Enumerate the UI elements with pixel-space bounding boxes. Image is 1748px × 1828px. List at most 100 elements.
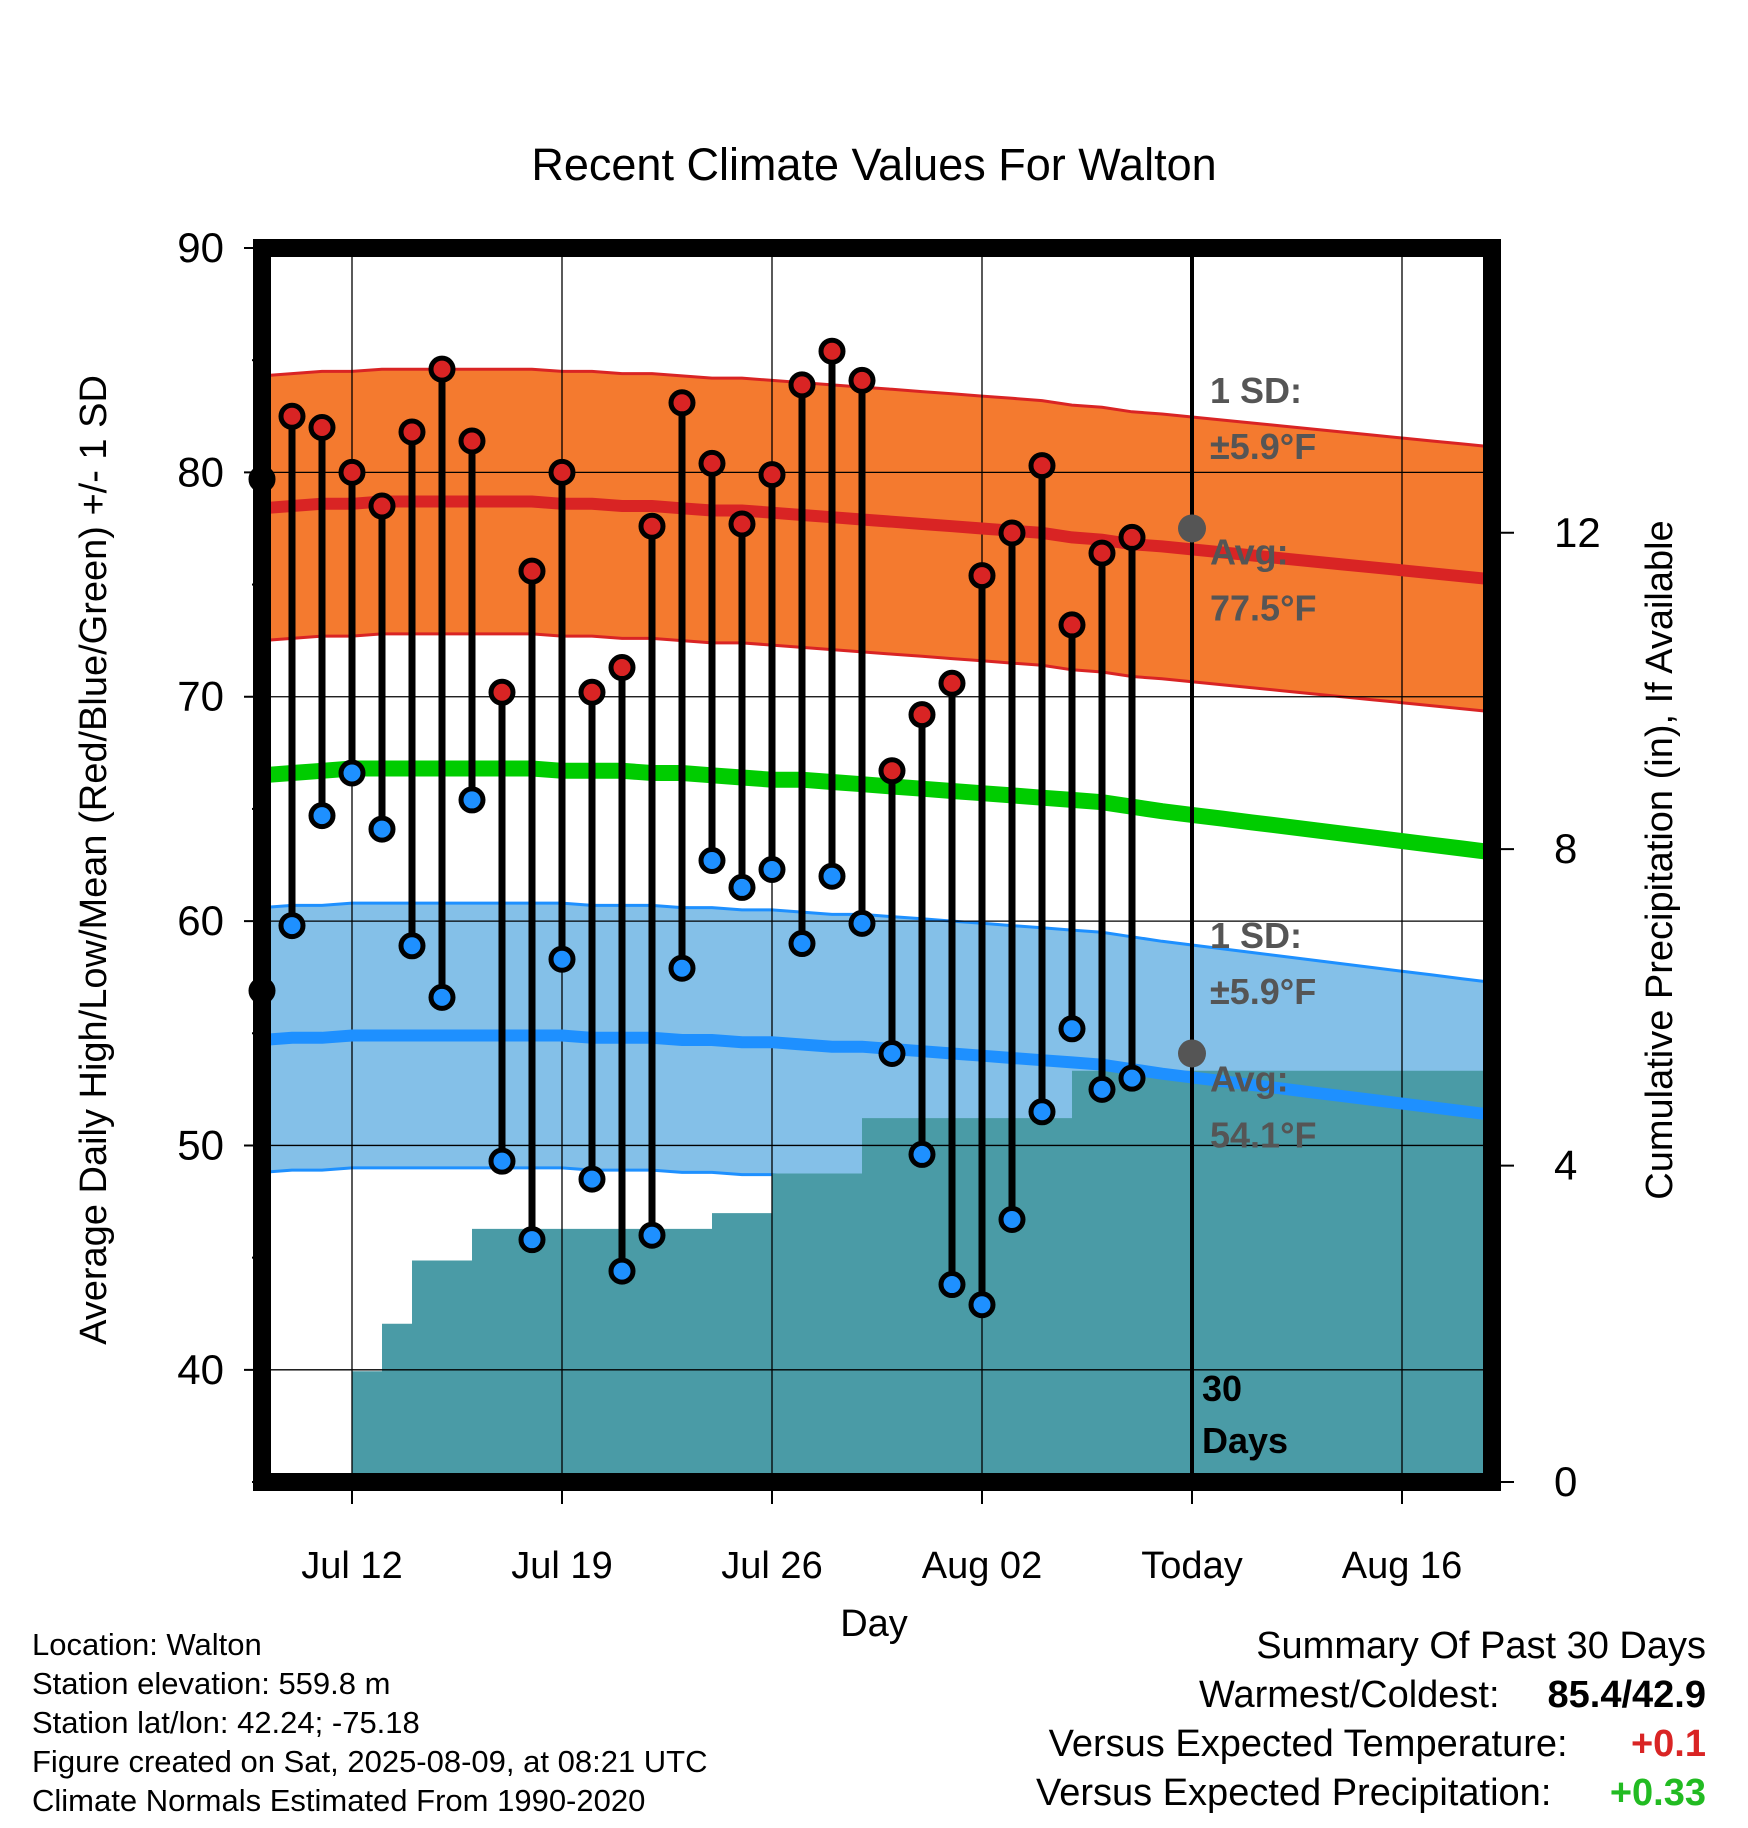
high-sd-label: 1 SD: [1210, 370, 1302, 411]
daily-low-point [1118, 1064, 1146, 1092]
daily-low-point [368, 815, 396, 843]
daily-low-point [758, 855, 786, 883]
daily-high-point [1088, 539, 1116, 567]
x-tick-label: Jul 19 [511, 1545, 612, 1587]
x-tick-label: Jul 26 [721, 1545, 822, 1587]
warmest-value: 85.4/42.9 [1547, 1674, 1706, 1716]
daily-high-point [1118, 523, 1146, 551]
normal-mean-line [261, 760, 1494, 861]
daily-high-point [728, 510, 756, 538]
daily-high-point [578, 678, 606, 706]
daily-high-point [608, 654, 636, 682]
low-sd-value: ±5.9°F [1210, 971, 1316, 1012]
daily-high-point [758, 461, 786, 489]
summary-title: Summary Of Past 30 Days [1256, 1625, 1706, 1667]
normal-high-line [261, 495, 1493, 586]
daily-high-point [278, 402, 306, 430]
daily-high-point [368, 492, 396, 520]
daily-low-point [1028, 1098, 1056, 1126]
daily-low-point [1058, 1015, 1086, 1043]
daily-high-point [488, 678, 516, 706]
x-tick-label: Aug 02 [922, 1545, 1042, 1587]
normal-low-band-upper-edge [261, 901, 1493, 984]
daily-high-point [968, 562, 996, 590]
precip-anomaly-value: +0.33 [1609, 1772, 1706, 1814]
station-info: Location: Walton Station elevation: 559.… [32, 1625, 708, 1820]
x-tick-label: Aug 16 [1342, 1545, 1462, 1587]
y-tick-label: 90 [177, 224, 224, 271]
elevation-text: Station elevation: 559.8 m [32, 1666, 391, 1701]
daily-low-point [428, 983, 456, 1011]
low-avg-value: 54.1°F [1210, 1115, 1316, 1156]
plot-frame [253, 239, 1501, 1491]
daily-low-point [1088, 1075, 1116, 1103]
daily-low-point [638, 1221, 666, 1249]
high-avg-label: Avg: [1210, 531, 1289, 572]
days-count-label: 30 [1202, 1368, 1242, 1409]
normal-low-line [261, 1029, 1493, 1121]
daily-low-point [878, 1039, 906, 1067]
today-high-normal-marker [1178, 514, 1206, 543]
temp-anomaly-value: +0.1 [1630, 1723, 1706, 1765]
today-low-normal-marker [1178, 1039, 1206, 1068]
daily-low-point [398, 932, 426, 960]
daily-high-point [818, 337, 846, 365]
days-word-label: Days [1202, 1420, 1288, 1461]
daily-high-point [428, 355, 456, 383]
daily-high-point [548, 458, 576, 486]
y2-tick-label: 8 [1554, 825, 1577, 872]
y-tick-label: 50 [177, 1121, 224, 1168]
daily-low-point [608, 1257, 636, 1285]
x-tick-label: Jul 12 [301, 1545, 402, 1587]
daily-low-point [698, 847, 726, 875]
daily-low-point [668, 954, 696, 982]
x-tick-label: Today [1141, 1545, 1242, 1587]
daily-low-point [338, 759, 366, 787]
created-text: Figure created on Sat, 2025-08-09, at 08… [32, 1744, 708, 1779]
x-axis-label: Day [840, 1603, 908, 1645]
latlon-text: Station lat/lon: 42.24; -75.18 [32, 1705, 420, 1740]
y2-tick-label: 12 [1554, 509, 1601, 556]
daily-high-point [338, 458, 366, 486]
daily-high-point [1028, 452, 1056, 480]
y-axis-label: Average Daily High/Low/Mean (Red/Blue/Gr… [73, 375, 115, 1345]
daily-high-point [518, 557, 546, 585]
daily-high-point [698, 449, 726, 477]
warmest-label: Warmest/Coldest: [1198, 1674, 1500, 1716]
daily-low-point [998, 1205, 1026, 1233]
daily-high-point [1058, 611, 1086, 639]
daily-low-point [518, 1226, 546, 1254]
daily-high-point [458, 427, 486, 455]
temp-anomaly-label: Versus Expected Temperature: [1048, 1723, 1568, 1765]
y-tick-label: 60 [177, 897, 224, 944]
daily-low-point [848, 909, 876, 937]
y-tick-label: 70 [177, 673, 224, 720]
daily-low-point [968, 1291, 996, 1319]
daily-high-point [638, 512, 666, 540]
daily-low-point [818, 862, 846, 890]
daily-high-point [788, 371, 816, 399]
normal-high-band-upper-edge [261, 367, 1493, 449]
y2-tick-label: 0 [1554, 1458, 1577, 1505]
daily-low-point [788, 930, 816, 958]
daily-low-point [938, 1271, 966, 1299]
precipitation-area [262, 1070, 1492, 1482]
daily-high-point [908, 701, 936, 729]
daily-low-point [308, 802, 336, 830]
normal-high-band-lower-edge [261, 632, 1493, 714]
daily-low-point [578, 1165, 606, 1193]
y2-tick-label: 4 [1554, 1142, 1577, 1189]
y-tick-label: 80 [177, 448, 224, 495]
y-tick-label: 40 [177, 1346, 224, 1393]
daily-low-point [728, 873, 756, 901]
low-avg-label: Avg: [1210, 1059, 1289, 1100]
daily-low-point [908, 1140, 936, 1168]
daily-low-point [458, 786, 486, 814]
precip-anomaly-label: Versus Expected Precipitation: [1035, 1772, 1552, 1814]
low-sd-label: 1 SD: [1210, 915, 1302, 956]
daily-high-point [938, 669, 966, 697]
normal-high-band [262, 369, 1492, 712]
normals-text: Climate Normals Estimated From 1990-2020 [32, 1783, 646, 1818]
daily-high-point [398, 418, 426, 446]
